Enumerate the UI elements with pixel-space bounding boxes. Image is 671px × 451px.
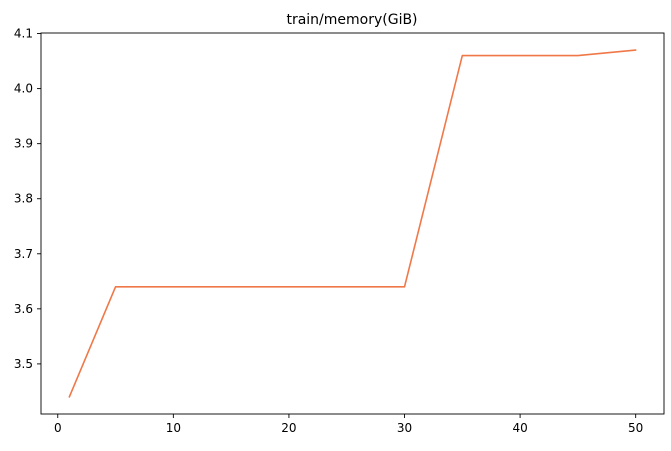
x-tick-label-40: 40 [512,421,527,435]
x-tick-label-20: 20 [281,421,296,435]
chart-title: train/memory(GiB) [286,12,417,28]
x-tick-label-10: 10 [166,421,181,435]
y-tick-label-3.9: 3.9 [14,137,33,151]
axes-frame [40,32,665,415]
plot-area: 0 10 20 30 40 50 3.5 3.6 3.7 3.8 3.9 4.0 4.1 [14,27,665,435]
y-tick-label-4.0: 4.0 [14,82,33,96]
y-tick-label-3.8: 3.8 [14,192,33,206]
y-tick-label-3.6: 3.6 [14,302,33,316]
y-tick-label-4.1: 4.1 [14,27,33,41]
y-tick-label-3.5: 3.5 [14,357,33,371]
x-tick-label-30: 30 [397,421,412,435]
y-tick-label-3.7: 3.7 [14,247,33,261]
x-tick-label-0: 0 [54,421,62,435]
series-line-0 [68,49,637,398]
x-tick-label-50: 50 [628,421,643,435]
